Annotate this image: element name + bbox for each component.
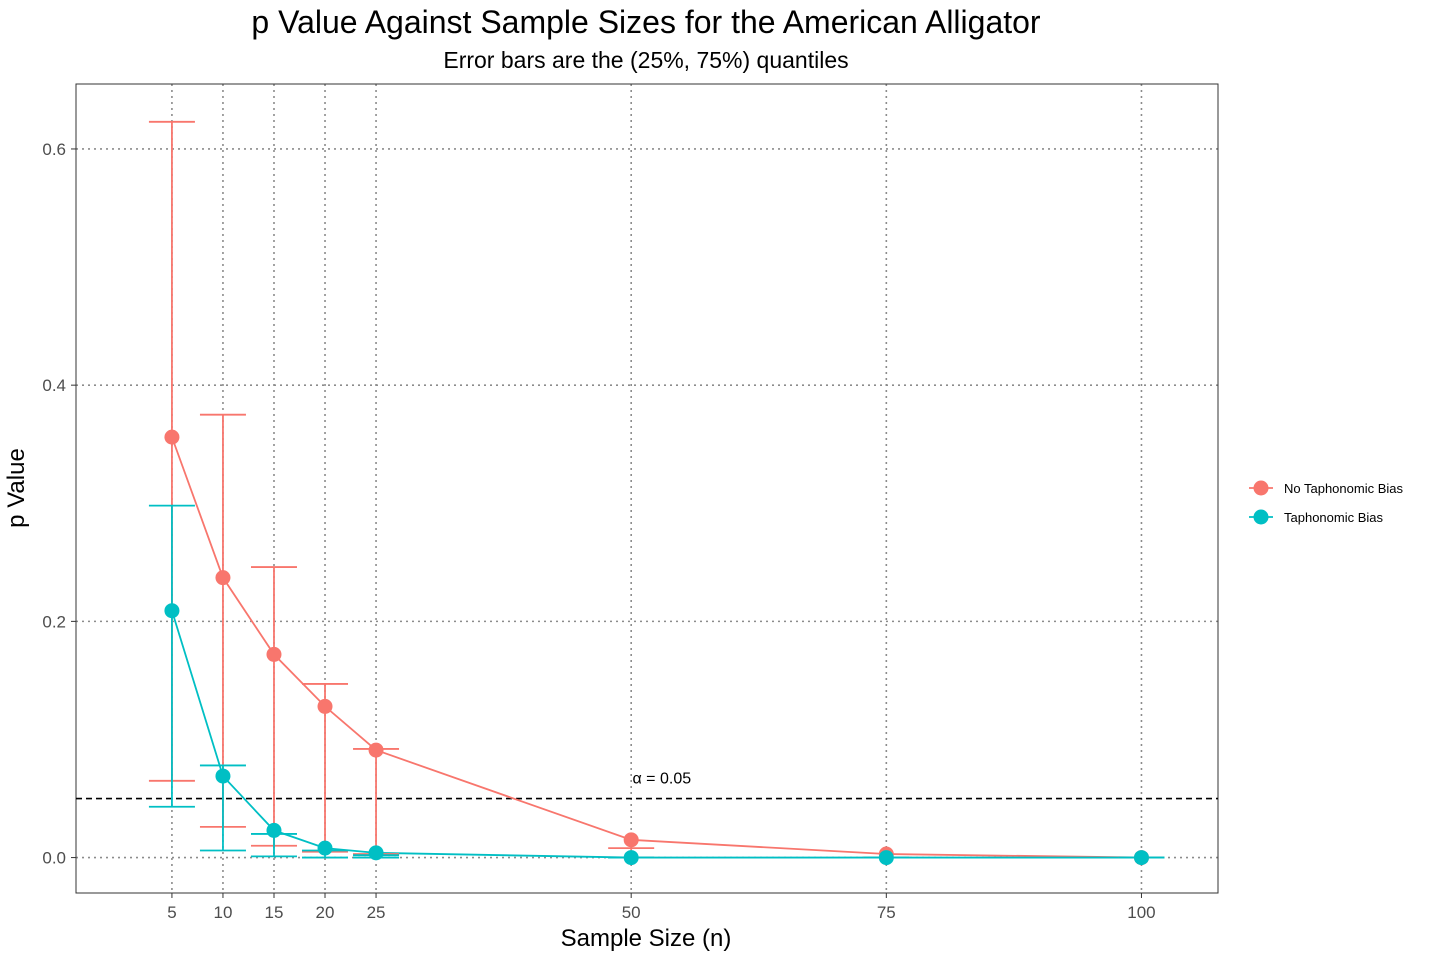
data-point <box>215 570 231 586</box>
x-tick-label: 5 <box>167 903 176 922</box>
data-point <box>266 646 282 662</box>
x-tick-label: 15 <box>265 903 284 922</box>
y-tick-label: 0.2 <box>42 612 66 631</box>
y-tick-label: 0.4 <box>42 376 66 395</box>
data-point <box>317 840 333 856</box>
y-tick-label: 0.6 <box>42 140 66 159</box>
legend-label: Taphonomic Bias <box>1284 510 1383 525</box>
series-line <box>171 610 1142 859</box>
x-tick-label: 25 <box>367 903 386 922</box>
data-point <box>266 822 282 838</box>
data-point <box>215 768 231 784</box>
plot-area: 5 10 15 20 25 50 75 100 0.0 0.2 0.4 0.6 α = 0.05 <box>42 83 1219 922</box>
legend-key-point <box>1253 509 1269 525</box>
data-point <box>317 698 333 714</box>
data-point <box>1133 850 1149 866</box>
y-tick-label: 0.0 <box>42 849 66 868</box>
data-point <box>164 603 180 619</box>
plot-border <box>75 83 1219 894</box>
chart-subtitle: Error bars are the (25%, 75%) quantiles <box>443 47 848 73</box>
x-tick-label: 10 <box>213 903 232 922</box>
x-tick-label: 75 <box>877 903 896 922</box>
data-point <box>623 832 639 848</box>
data-point <box>368 845 384 861</box>
x-tick-label: 100 <box>1127 903 1155 922</box>
data-point <box>623 850 639 866</box>
data-point <box>368 742 384 758</box>
x-tick-label: 20 <box>316 903 335 922</box>
x-axis-title: Sample Size (n) <box>561 925 732 952</box>
chart-title: p Value Against Sample Sizes for the Ame… <box>251 4 1041 40</box>
data-point <box>878 850 894 866</box>
series-line <box>171 436 1142 859</box>
legend-key-point <box>1253 480 1269 496</box>
y-axis-title: p Value <box>3 448 30 528</box>
alpha-annotation: α = 0.05 <box>632 771 691 788</box>
data-point <box>164 429 180 445</box>
legend-label: No Taphonomic Bias <box>1284 481 1403 496</box>
legend: No Taphonomic Bias Taphonomic Bias <box>1249 480 1403 525</box>
x-tick-label: 50 <box>622 903 641 922</box>
